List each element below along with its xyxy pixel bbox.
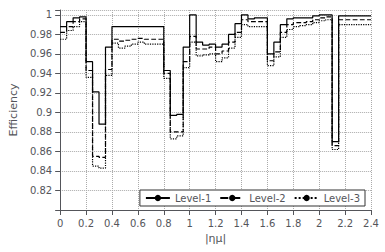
svg-text:0.82: 0.82 [30, 185, 52, 196]
svg-text:0.2: 0.2 [78, 218, 94, 229]
svg-text:Efficiency: Efficiency [7, 83, 20, 136]
svg-text:0.4: 0.4 [104, 218, 120, 229]
svg-text:0.9: 0.9 [36, 107, 52, 118]
svg-text:2.4: 2.4 [363, 218, 379, 229]
svg-text:Level-2: Level-2 [249, 193, 285, 204]
svg-text:1.8: 1.8 [285, 218, 301, 229]
svg-text:2: 2 [316, 218, 322, 229]
svg-text:Level-3: Level-3 [324, 193, 360, 204]
svg-text:0.92: 0.92 [30, 87, 52, 98]
svg-text:0.86: 0.86 [30, 146, 52, 157]
svg-text:Level-1: Level-1 [175, 193, 211, 204]
svg-text:|ημ|: |ημ| [205, 232, 226, 245]
svg-text:0.94: 0.94 [30, 68, 52, 79]
svg-text:1: 1 [46, 9, 52, 20]
svg-text:1.6: 1.6 [259, 218, 275, 229]
svg-text:0.8: 0.8 [156, 218, 172, 229]
svg-text:0: 0 [57, 218, 63, 229]
svg-text:1: 1 [186, 218, 192, 229]
svg-text:0.98: 0.98 [30, 29, 52, 40]
svg-text:0.88: 0.88 [30, 126, 52, 137]
svg-text:0.84: 0.84 [30, 165, 52, 176]
svg-text:0.96: 0.96 [30, 48, 52, 59]
svg-text:0.6: 0.6 [130, 218, 146, 229]
svg-text:1.4: 1.4 [234, 218, 250, 229]
svg-text:1.2: 1.2 [208, 218, 224, 229]
svg-text:2.2: 2.2 [337, 218, 353, 229]
